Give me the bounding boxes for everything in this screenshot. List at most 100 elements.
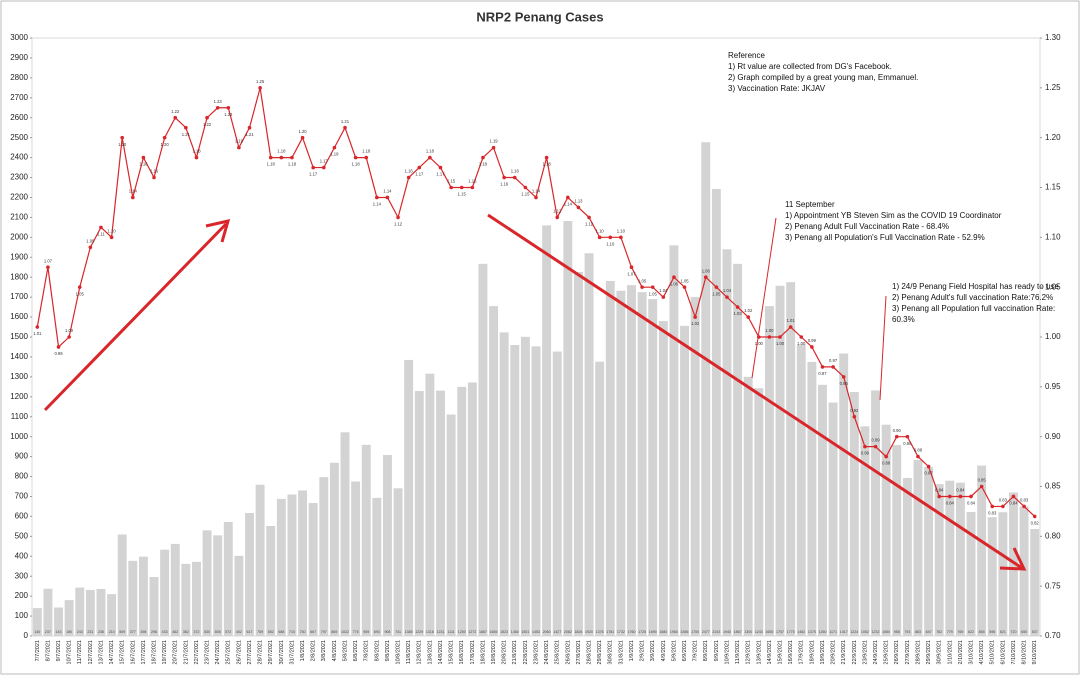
bar	[202, 530, 212, 636]
rt-label: 1.18	[543, 162, 552, 167]
rt-label: 1.18	[362, 149, 371, 154]
bar	[966, 512, 976, 636]
bar-label: 667	[310, 630, 316, 634]
bar-label: 650	[1021, 630, 1027, 634]
rt-label: 1.20	[118, 142, 127, 147]
x-tick-label: 24/8/2021	[544, 640, 550, 664]
rt-point	[184, 125, 188, 130]
bar	[531, 346, 541, 636]
rt-point	[279, 155, 284, 160]
rt-point	[290, 155, 294, 160]
bar	[319, 477, 329, 636]
y-tick-label: 2500	[10, 133, 28, 142]
rt-point	[555, 215, 560, 220]
rt-label: 1.14	[564, 202, 573, 207]
rt-label: 0.85	[978, 478, 987, 483]
bar-label: 1462	[797, 630, 805, 634]
y-tick-label: 2800	[10, 73, 28, 82]
rt-point	[194, 155, 199, 160]
y-tick-label: 200	[15, 591, 29, 600]
bar	[298, 490, 308, 636]
rt-label: 1.05	[680, 278, 689, 283]
y-tick-label: 1400	[10, 352, 28, 361]
y-tick-label: 2700	[10, 93, 28, 102]
bar	[595, 361, 605, 636]
bar	[276, 498, 286, 636]
bar	[446, 414, 456, 636]
y-tick-label: 1000	[10, 432, 28, 441]
rt-point	[714, 285, 719, 289]
x-tick-label: 14/7/2021	[109, 640, 115, 664]
rt-point	[693, 315, 697, 319]
bar	[138, 556, 148, 636]
y2-tick-label: 0.70	[1045, 631, 1061, 640]
bar	[818, 384, 827, 636]
y-tick-label: 800	[15, 472, 29, 481]
rt-label: 1.14	[373, 202, 382, 207]
bar	[457, 386, 467, 636]
bar-label: 1757	[776, 630, 784, 634]
bar-label: 1376	[596, 630, 604, 634]
bar-label: 402	[236, 630, 242, 634]
bar	[881, 424, 891, 636]
rt-point	[396, 215, 400, 220]
rt-point	[226, 105, 231, 110]
bar	[64, 600, 74, 636]
bar	[828, 402, 838, 636]
rt-point	[672, 275, 676, 280]
x-tick-label: 29/9/2021	[926, 640, 932, 664]
x-tick-label: 3/9/2021	[650, 640, 656, 661]
rt-label: 1.18	[288, 162, 297, 167]
rt-point	[990, 504, 995, 509]
bar-label: 1171	[829, 630, 837, 634]
rt-point	[131, 195, 135, 200]
rt-point	[215, 105, 220, 110]
rt-point	[778, 335, 782, 339]
x-tick-label: 27/8/2021	[576, 640, 582, 664]
bar-label: 621	[1000, 630, 1006, 634]
y2-tick-label: 0.85	[1045, 482, 1061, 491]
x-tick-label: 25/8/2021	[555, 640, 561, 664]
rt-point	[682, 285, 687, 289]
bar-label: 1655	[490, 630, 498, 634]
bar-label: 693	[374, 630, 380, 634]
annotation-text: 2) Graph compiled by a great young man, …	[728, 73, 918, 82]
rt-point	[512, 175, 517, 180]
x-tick-label: 19/7/2021	[162, 640, 168, 664]
rt-point	[969, 494, 973, 499]
bar-label: 237	[45, 630, 51, 634]
bar	[902, 477, 912, 636]
bar	[414, 391, 424, 636]
rt-point	[788, 325, 793, 329]
rt-point	[406, 175, 411, 180]
rt-label: 1.18	[139, 162, 148, 167]
rt-label: 1.16	[405, 169, 414, 174]
bar-label: 509	[119, 630, 125, 634]
rt-label: 1.10	[596, 228, 605, 233]
bar-label: 1453	[532, 630, 540, 634]
bar-label: 1111	[448, 630, 455, 634]
y2-tick-label: 1.25	[1045, 83, 1061, 92]
bar	[1019, 506, 1029, 636]
bar	[234, 555, 244, 636]
x-tick-label: 6/10/2021	[1000, 640, 1006, 664]
x-tick-label: 11/7/2021	[77, 640, 83, 664]
arrow-head	[205, 218, 231, 243]
bar-label: 2477	[702, 630, 710, 634]
y-tick-label: 1600	[10, 312, 28, 321]
x-tick-label: 21/9/2021	[841, 640, 847, 664]
bar-label: 855	[979, 630, 985, 634]
y-tick-label: 2200	[10, 193, 28, 202]
rt-label: 1.20	[298, 129, 307, 134]
x-tick-label: 15/8/2021	[449, 640, 455, 664]
x-tick-label: 29/8/2021	[597, 640, 603, 664]
rt-label: 1.12	[553, 209, 562, 214]
y-tick-label: 3000	[10, 33, 28, 42]
bar-label: 1920	[585, 630, 593, 634]
y-tick-label: 1300	[10, 372, 28, 381]
arrow-head	[999, 547, 1027, 571]
bar	[839, 353, 849, 636]
trend-arrow-down	[487, 213, 1023, 570]
x-tick-label: 14/9/2021	[767, 640, 773, 664]
x-tick-label: 24/9/2021	[873, 640, 879, 664]
